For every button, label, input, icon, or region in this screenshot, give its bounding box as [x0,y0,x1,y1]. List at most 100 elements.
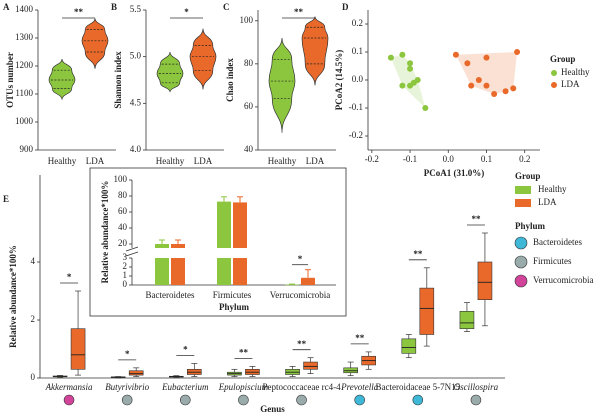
panel-label: E [3,194,9,204]
legend-marker [551,82,557,88]
y-tick-label: 2 [123,261,128,271]
bar [217,201,231,248]
legend-swatch [515,186,531,194]
y-tick-label: 900 [20,144,34,154]
significance-label: ** [294,7,304,17]
significance-label: ** [471,214,481,224]
phylum-marker [296,394,307,406]
y-axis-label: PCoA2 (14.5%) [334,50,344,111]
violin [268,37,296,133]
violin [189,28,217,90]
x-tick-label: Prevotella [340,382,379,392]
x-tick-label: Akkermansia [45,382,93,392]
legend-title: Group [515,171,540,181]
x-tick-label: Peptococcaceae rc4-4 [262,382,341,392]
x-tick-label: Healthy [156,156,185,166]
phylum-marker [238,394,249,406]
y-axis-label: Relative abundance*100% [100,181,110,284]
legend-title: Phylum [515,221,546,231]
panel-label: B [111,2,117,12]
point [399,82,406,89]
y-tick-label: 4.5 [130,97,142,107]
x-tick-label: Healthy [48,156,77,166]
x-tick-label: Oscillospira [454,382,499,392]
y-axis-label: Chao index [225,58,235,102]
violin [81,18,109,69]
point [422,105,429,111]
bar [301,277,315,285]
legend-label: Healthy [538,184,567,194]
point [464,60,471,67]
bar [285,284,299,286]
x-axis-label: Phylum [219,302,250,312]
bar [171,244,185,248]
bar [233,258,247,285]
y-tick-label: 100 [240,15,254,25]
y-axis-label: Relative abundance*100% [8,245,18,348]
y-tick-label: 0 [123,279,128,289]
panel-label: D [342,2,349,12]
box [303,361,318,370]
y-tick-label: 5.0 [130,51,142,61]
box [401,338,417,354]
y-axis-label: OTUs number [5,52,15,108]
y-tick-label: 0.0 [352,74,364,84]
x-tick-label: Eubacterium [161,382,209,392]
box [459,310,475,329]
violin [48,58,76,100]
x-tick-label: Firmicutes [213,290,252,300]
legend-label: Verrucomicrobia [533,275,593,285]
y-tick-label: 80 [244,58,254,68]
significance-label: * [298,254,303,264]
panel-label: A [3,2,10,12]
legend-marker [514,236,528,250]
point [510,85,517,92]
y-tick-label: 1400 [15,4,34,14]
phylum-marker [412,394,424,406]
significance-label: ** [413,249,423,259]
y-tick-label: -0.2 [349,130,363,140]
significance-label: ** [74,7,84,17]
x-tick-label: Bacteroidaceae 5-7N15 [375,382,460,392]
y-tick-label: 1300 [15,32,34,42]
legend-label: Healthy [561,67,590,77]
bar [155,258,169,285]
box [70,328,86,370]
y-tick-label: 2 [31,314,36,324]
x-tick-label: LDA [194,156,213,166]
y-tick-label: 3 [123,252,128,262]
point [410,79,417,86]
legend-marker [514,274,528,288]
panel-label: C [223,2,230,12]
y-tick-label: -0.1 [349,102,363,112]
point [452,51,459,58]
x-tick-label: Butyrivibrio [105,382,149,392]
point [407,60,414,67]
bar [233,202,247,248]
x-tick-label: 0.1 [481,154,492,164]
box [128,370,144,376]
violin [301,16,329,86]
y-tick-label: 5.5 [130,4,142,14]
significance-label: * [184,7,189,17]
y-tick-label: 20 [118,238,128,248]
y-tick-label: 100 [114,174,128,184]
phylum-marker [470,394,482,406]
phylum-marker [121,394,133,406]
point [483,82,490,89]
x-tick-label: 0.0 [443,154,455,164]
violin [156,51,184,93]
y-tick-label: 0.2 [352,18,363,28]
x-tick-label: LDA [306,156,325,166]
y-tick-label: 1100 [15,88,33,98]
x-tick-label: Bacteroidetes [146,290,195,300]
point [399,51,406,58]
legend-label: LDA [538,197,557,207]
point [475,77,482,83]
legend-title: Group [550,54,575,64]
box [477,261,493,301]
y-tick-label: 40 [244,144,254,154]
significance-label: * [183,345,188,355]
